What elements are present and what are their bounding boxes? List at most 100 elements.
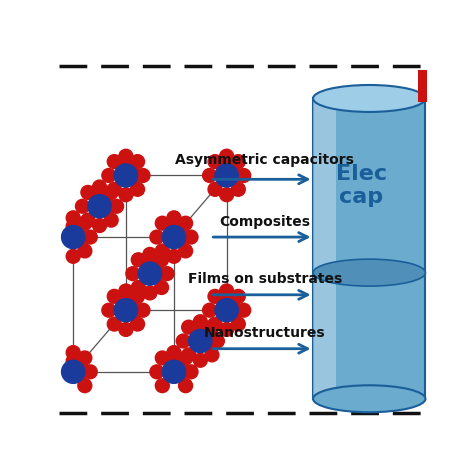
Circle shape <box>128 303 142 317</box>
Circle shape <box>202 303 217 317</box>
Circle shape <box>92 180 107 194</box>
Circle shape <box>231 182 245 196</box>
Circle shape <box>102 200 116 213</box>
Circle shape <box>66 211 80 225</box>
Circle shape <box>136 169 150 182</box>
Text: Asymmetric capacitors: Asymmetric capacitors <box>175 153 354 167</box>
Circle shape <box>193 353 207 367</box>
Text: cap: cap <box>339 187 383 207</box>
Circle shape <box>75 200 90 213</box>
Circle shape <box>78 244 92 258</box>
Circle shape <box>155 216 169 230</box>
Bar <box>418 70 427 102</box>
Circle shape <box>119 284 133 298</box>
Circle shape <box>152 267 166 281</box>
Circle shape <box>119 322 133 337</box>
Circle shape <box>62 226 85 248</box>
Circle shape <box>131 253 145 267</box>
Circle shape <box>119 188 133 201</box>
Circle shape <box>219 188 234 201</box>
Ellipse shape <box>313 385 426 412</box>
Circle shape <box>210 334 224 348</box>
Circle shape <box>167 219 181 233</box>
Circle shape <box>205 348 219 362</box>
Circle shape <box>130 182 145 196</box>
Circle shape <box>215 164 238 187</box>
Circle shape <box>231 317 245 331</box>
Circle shape <box>219 158 234 172</box>
Circle shape <box>88 195 111 218</box>
Circle shape <box>78 216 92 230</box>
Circle shape <box>150 365 164 379</box>
Circle shape <box>193 315 207 328</box>
Circle shape <box>219 284 234 298</box>
Circle shape <box>208 290 222 303</box>
Circle shape <box>107 317 121 331</box>
Circle shape <box>130 317 145 331</box>
Circle shape <box>189 329 212 353</box>
Circle shape <box>184 230 198 244</box>
Circle shape <box>143 256 157 270</box>
Circle shape <box>83 365 97 379</box>
Circle shape <box>107 182 121 196</box>
Circle shape <box>75 365 90 379</box>
Circle shape <box>78 351 92 365</box>
Circle shape <box>167 249 181 263</box>
Ellipse shape <box>313 85 426 112</box>
Circle shape <box>104 185 118 200</box>
Circle shape <box>114 164 137 187</box>
Circle shape <box>119 149 133 163</box>
Circle shape <box>102 303 116 317</box>
Text: Films on substrates: Films on substrates <box>188 273 342 286</box>
Circle shape <box>179 351 192 365</box>
Circle shape <box>179 379 192 392</box>
Circle shape <box>114 299 137 322</box>
Circle shape <box>208 317 222 331</box>
Circle shape <box>62 360 85 383</box>
Text: Composites: Composites <box>219 215 310 228</box>
Circle shape <box>66 354 80 368</box>
Circle shape <box>155 281 169 294</box>
Text: Elec: Elec <box>336 164 387 184</box>
Circle shape <box>107 155 121 169</box>
Circle shape <box>131 281 145 294</box>
Circle shape <box>107 290 121 303</box>
Circle shape <box>138 262 162 285</box>
Polygon shape <box>313 99 337 399</box>
Circle shape <box>179 244 192 258</box>
Circle shape <box>208 155 222 169</box>
Circle shape <box>184 365 198 379</box>
Circle shape <box>176 334 190 348</box>
Circle shape <box>167 346 181 359</box>
Circle shape <box>143 286 157 300</box>
Polygon shape <box>313 99 426 399</box>
Circle shape <box>136 303 150 317</box>
Circle shape <box>205 320 219 334</box>
Circle shape <box>130 155 145 169</box>
Circle shape <box>130 290 145 303</box>
Circle shape <box>202 169 217 182</box>
Circle shape <box>162 360 186 383</box>
Circle shape <box>75 230 90 244</box>
Circle shape <box>231 155 245 169</box>
Circle shape <box>202 334 217 348</box>
Circle shape <box>219 322 234 337</box>
Ellipse shape <box>313 259 426 286</box>
Circle shape <box>193 323 207 337</box>
Circle shape <box>208 182 222 196</box>
Circle shape <box>167 354 181 368</box>
Circle shape <box>155 244 169 258</box>
Circle shape <box>92 219 107 232</box>
Circle shape <box>143 247 157 261</box>
Circle shape <box>179 216 192 230</box>
Circle shape <box>126 267 140 281</box>
Circle shape <box>182 348 196 362</box>
Circle shape <box>162 226 186 248</box>
Circle shape <box>219 292 234 306</box>
Circle shape <box>182 320 196 334</box>
Circle shape <box>237 169 251 182</box>
Circle shape <box>155 253 169 267</box>
Circle shape <box>81 213 95 227</box>
Circle shape <box>109 200 124 213</box>
Circle shape <box>150 230 164 244</box>
